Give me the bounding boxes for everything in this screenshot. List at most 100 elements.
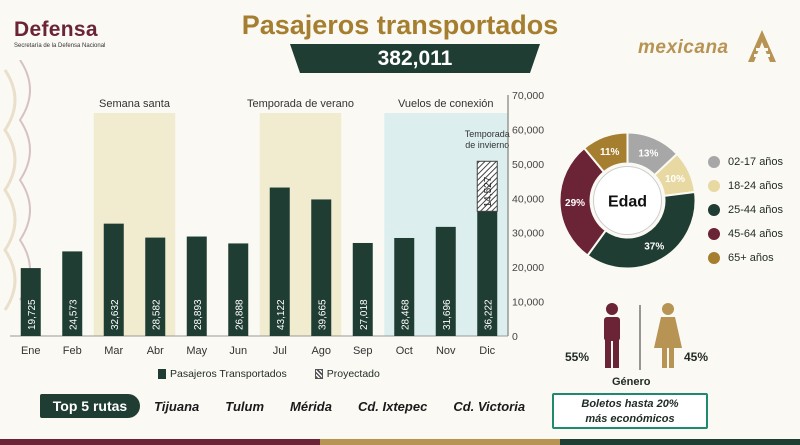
age-legend-label: 45-64 años	[728, 228, 784, 240]
donut-center-label: Edad	[608, 194, 647, 211]
bar-value-label: 28,582	[151, 299, 162, 330]
projected-bar	[476, 160, 498, 212]
x-tick-label: Oct	[396, 345, 413, 357]
bar-value-label: 26,888	[234, 299, 245, 330]
bar	[477, 211, 498, 336]
legend-dot	[708, 156, 720, 168]
footer-stripe	[0, 439, 800, 445]
y-tick-label: 20,000	[512, 262, 544, 274]
x-tick-label: Abr	[147, 345, 164, 357]
bar	[228, 243, 249, 336]
bar	[352, 242, 373, 336]
bar	[186, 236, 207, 336]
bar-value-label: 31,696	[442, 299, 453, 330]
top-routes-label: Top 5 rutas	[40, 394, 140, 418]
bar-value-label: 43,122	[276, 299, 287, 330]
legend-dot	[708, 228, 720, 240]
donut-slice	[582, 131, 629, 174]
bar-value-label: 19,725	[27, 299, 38, 330]
passengers-bar-chart: Semana santa Temporada de verano Vuelos de…	[10, 90, 544, 357]
y-tick-label: 60,000	[512, 124, 544, 136]
age-legend-label: 02-17 años	[728, 156, 784, 168]
donut-slice-label: 29%	[565, 198, 585, 209]
bar-value-label: 27,018	[359, 299, 370, 330]
x-tick-label: Nov	[436, 345, 456, 357]
annotation-label: Vuelos de conexión	[398, 98, 494, 110]
total-passengers: 382,011	[290, 44, 540, 73]
annotation-label: Temporada de verano	[247, 98, 354, 110]
age-legend-label: 18-24 años	[728, 180, 784, 192]
bar	[269, 187, 290, 336]
promo-line-1: Boletos hasta 20%	[581, 398, 679, 410]
x-tick-label: Ene	[21, 345, 41, 357]
logo-title: Defensa	[14, 18, 98, 41]
male-icon	[604, 303, 620, 368]
age-legend-item: 18-24 años	[708, 174, 783, 198]
legend-dot	[708, 180, 720, 192]
age-legend-item: 02-17 años	[708, 150, 783, 174]
logo-subtitle: Secretaría de la Defensa Nacional	[14, 43, 106, 49]
mexicana-logo-icon	[748, 30, 776, 62]
age-legend-item: 25-44 años	[708, 198, 783, 222]
route-item: Mérida	[290, 398, 332, 414]
x-tick-label: Feb	[63, 345, 82, 357]
winter-note: de invierno	[465, 140, 509, 150]
y-tick-label: 50,000	[512, 159, 544, 171]
donut-slice-label: 11%	[600, 147, 620, 158]
age-donut-chart: 13% 10% 37% 29% 11% Edad	[558, 131, 697, 270]
chart-legend: Pasajeros Transportados Proyectado	[158, 368, 380, 380]
donut-slice	[558, 146, 608, 257]
top-routes: Top 5 rutas Tijuana Tulum Mérida Cd. Ixt…	[40, 394, 551, 418]
gender-figures	[604, 303, 682, 370]
age-legend-item: 65+ años	[708, 246, 783, 270]
y-tick-label: 10,000	[512, 297, 544, 309]
bar	[20, 268, 41, 336]
donut-slice-label: 10%	[665, 174, 685, 185]
y-tick-label: 70,000	[512, 90, 544, 102]
y-tick-label: 30,000	[512, 228, 544, 240]
projected-value-label: 14,527	[483, 176, 494, 207]
x-tick-label: Dic	[479, 345, 495, 357]
mexicana-logo-text: mexicana	[638, 37, 729, 58]
bar-value-label: 36,222	[483, 299, 494, 330]
legend-dot	[708, 204, 720, 216]
male-percentage: 55%	[565, 350, 590, 364]
bar	[311, 199, 332, 336]
bar-value-label: 28,468	[400, 299, 411, 330]
annotation-label: Semana santa	[99, 98, 171, 110]
age-legend-label: 25-44 años	[728, 204, 784, 216]
age-legend: 02-17 años 18-24 años 25-44 años 45-64 a…	[708, 150, 783, 270]
x-tick-label: Mar	[104, 345, 123, 357]
x-tick-label: Ago	[311, 345, 331, 357]
legend-swatch-solid	[158, 369, 166, 379]
page-title: Pasajeros transportados	[241, 10, 559, 40]
legend-swatch-hatched	[314, 369, 323, 379]
bar	[435, 226, 456, 336]
y-tick-label: 40,000	[512, 193, 544, 205]
decorative-pattern	[3, 60, 31, 311]
bar	[145, 237, 166, 336]
promo-line-2: más económicos	[585, 413, 675, 425]
female-percentage: 45%	[684, 350, 709, 364]
defensa-logo: Defensa Secretaría de la Defensa Naciona…	[14, 18, 105, 49]
x-tick-label: Sep	[353, 345, 373, 357]
route-item: Cd. Victoria	[453, 398, 526, 414]
female-icon	[654, 303, 682, 368]
legend-label-solid: Pasajeros Transportados	[170, 368, 287, 380]
bar-value-label: 32,632	[110, 299, 121, 330]
bar	[62, 251, 83, 336]
winter-note: Temporada	[465, 129, 510, 139]
promo-box: Boletos hasta 20% más económicos	[552, 393, 708, 429]
bar-value-label: 39,665	[317, 299, 328, 330]
donut-slice-label: 13%	[638, 148, 658, 159]
y-tick-label: 0	[512, 331, 518, 343]
x-tick-label: Jun	[229, 345, 247, 357]
route-item: Cd. Ixtepec	[357, 398, 428, 414]
legend-dot	[708, 252, 720, 264]
bar	[394, 237, 415, 336]
age-legend-label: 65+ años	[728, 252, 774, 264]
donut-center	[593, 166, 662, 235]
donut-slice-label: 37%	[644, 242, 664, 253]
gender-label: Género	[612, 376, 651, 388]
route-item: Tijuana	[154, 398, 200, 414]
